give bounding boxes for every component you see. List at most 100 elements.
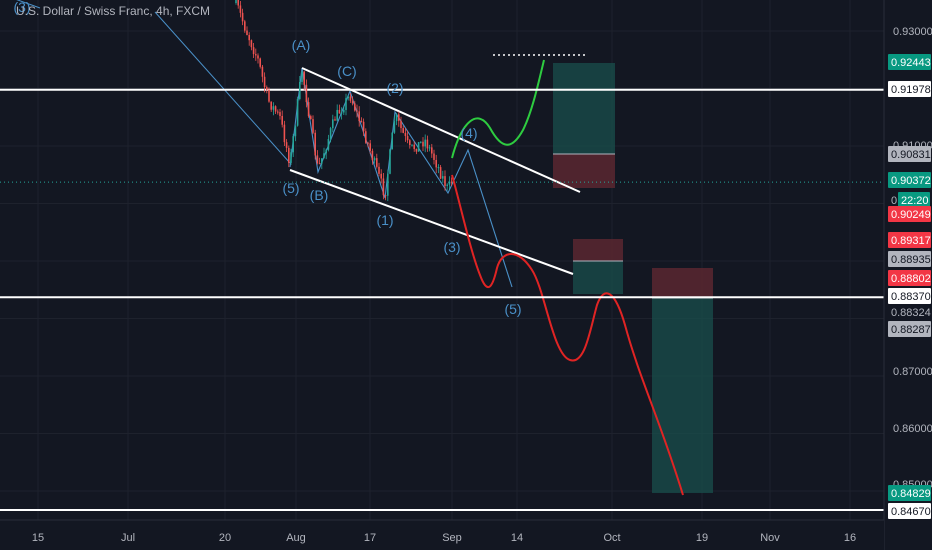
time-tick-label: 15 [32,532,44,544]
time-tick-label: Aug [286,532,306,544]
candle-body [376,158,378,167]
candle-body [246,30,248,35]
candle-body [340,112,343,114]
price-label: 0.90831 [891,149,931,161]
candle-body [417,142,420,152]
price-tick-label: 0.87000 [893,366,932,378]
candle-body [310,116,312,120]
candle-body [305,84,308,103]
candle-body [268,89,270,102]
candle-body [292,136,294,153]
candle-body [420,141,422,143]
candle-body [285,142,288,148]
price-tick-label: 0.93000 [893,26,932,38]
long-box-loss[interactable] [553,154,615,188]
candle-body [327,138,330,150]
time-tick-label: Sep [442,532,462,544]
wave-label: (1) [376,212,393,228]
candle-body [290,152,292,163]
price-axis[interactable]: 0.930000.910000.870000.860000.850000.924… [883,0,932,550]
candle-body [239,5,242,13]
price-label: 0.88287 [891,324,931,336]
candle-body [391,132,393,150]
price-tick-label: 0.86000 [893,423,932,435]
candle-body [336,109,338,121]
candle-body [237,0,239,6]
candle-body [255,54,257,56]
price-label: 0.88935 [891,254,931,266]
price-label-bg [888,54,931,70]
candle-body [424,139,426,147]
candle-body [303,71,305,85]
candle-body [387,173,389,196]
long-box-profit[interactable] [553,63,615,154]
short-box-2-loss[interactable] [652,268,713,298]
bearish-projection-path [451,174,684,496]
candle-body [321,158,323,164]
candle-body [301,71,303,82]
candle-body [343,109,345,113]
candle-body [422,141,424,147]
time-axis-bg [0,520,884,550]
candle-body [283,124,286,143]
candle-body [248,34,250,41]
candle-body [235,0,237,3]
candle-body [266,87,268,90]
candle-body [356,110,358,112]
time-tick-label: 19 [696,532,708,544]
candle-body [446,184,448,186]
candle-body [347,96,349,99]
price-label-bg [888,172,931,188]
candle-body [318,163,321,165]
candle-body [274,106,277,112]
time-axis[interactable]: 15 Jul 20 Aug 17 Sep 14 Oct 19 Nov 16 [0,519,884,550]
candle-body [329,128,332,139]
candle-body [323,153,325,159]
price-label-bg [888,206,931,222]
price-label: 0.84670 [891,506,931,518]
price-label-bg [888,270,931,286]
short-box-1-profit[interactable] [573,261,623,294]
candle-body [393,121,396,133]
candle-body [252,47,255,55]
candles [235,0,453,202]
candle-body [411,144,413,146]
candle-body [277,111,279,113]
candle-body [435,159,437,168]
candle-body [250,40,253,48]
candle-body [413,144,415,149]
candle-body [244,21,246,31]
bullish-projection-path [451,59,545,159]
candle-body [431,147,433,154]
candle-body [400,120,402,129]
grid [0,0,884,520]
candle-body [257,55,259,59]
price-label: 0.84829 [891,488,931,500]
short-box-2-profit[interactable] [652,298,713,493]
candle-body [259,58,261,67]
candle-body [389,149,391,174]
candle-body [409,140,411,145]
candle-body [426,139,429,149]
candle-body [241,12,244,22]
price-label-bg [888,251,931,267]
wave-labels: (3) (A) (C) (2) (4) (5) (B) (1) (3) (5) [13,0,521,317]
candle-body [450,181,453,183]
wave-label: (5) [504,301,521,317]
time-tick-label: Nov [760,532,780,544]
candle-body [365,131,367,143]
time-tick-label: Jul [121,532,135,544]
candle-body [332,119,334,129]
channel-upper-line [301,67,581,193]
candle-body [448,181,451,185]
candle-body [354,103,356,111]
time-tick-label: 20 [219,532,231,544]
short-box-1-loss[interactable] [573,239,623,261]
time-tick-label: 17 [364,532,376,544]
candle-body [345,98,347,110]
candle-body [402,128,404,133]
candle-body [316,155,319,164]
wave-label: (5) [282,180,299,196]
